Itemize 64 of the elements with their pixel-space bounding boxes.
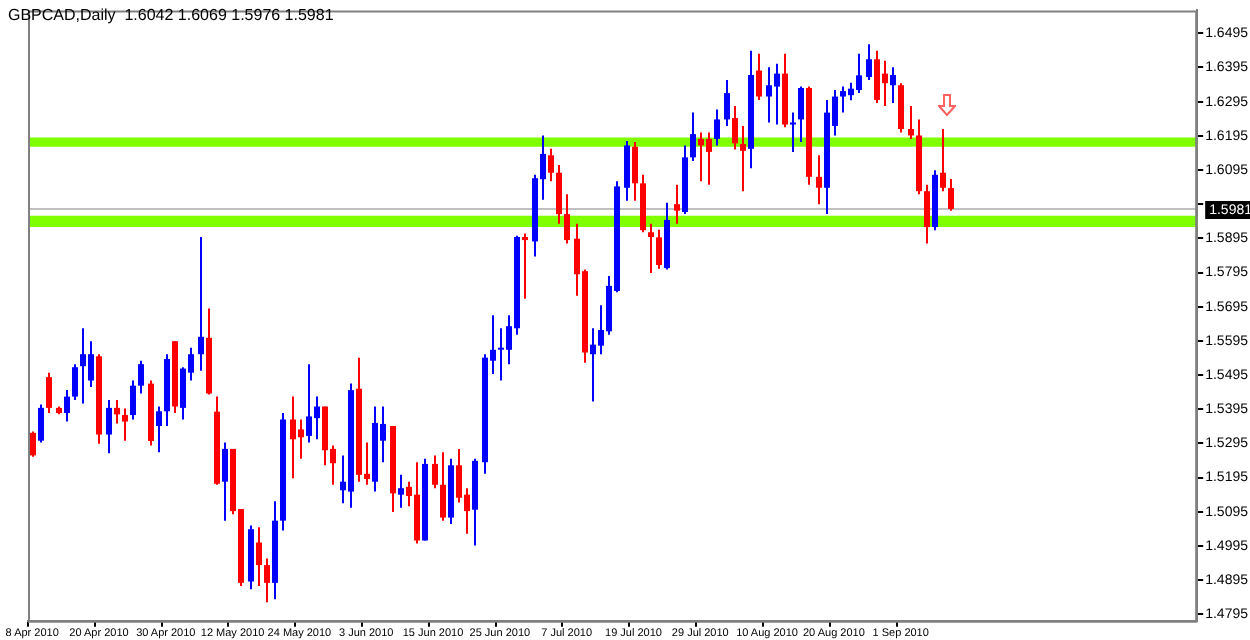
candlestick (706, 131, 712, 186)
candlestick (740, 124, 746, 193)
candlestick (198, 235, 204, 372)
candlestick (648, 222, 654, 274)
candlestick (72, 363, 78, 402)
candlestick (690, 111, 696, 163)
candlestick (948, 177, 954, 212)
candlestick (640, 173, 646, 234)
candlestick (130, 379, 136, 421)
candlestick (30, 430, 36, 458)
candlestick (106, 399, 112, 455)
candlestick (264, 557, 270, 604)
candlestick (46, 371, 52, 414)
candlestick (656, 228, 662, 270)
candlestick (548, 147, 554, 183)
candlestick (756, 52, 762, 101)
candlestick (840, 85, 846, 114)
candlestick (414, 461, 420, 545)
candlestick (222, 441, 228, 522)
candlestick (256, 526, 262, 587)
candlestick (290, 395, 296, 480)
candlestick (924, 183, 930, 245)
candlestick (138, 359, 144, 395)
candlestick (766, 66, 772, 124)
candlestick (38, 403, 44, 444)
candlestick (456, 447, 462, 504)
candlestick (440, 451, 446, 522)
candlestick (432, 454, 438, 490)
candlestick (298, 418, 304, 460)
candlestick (790, 111, 796, 153)
candlestick (88, 340, 94, 389)
candlestick (156, 405, 162, 454)
candlestick (122, 407, 128, 442)
candlestick (724, 79, 730, 127)
candlestick (714, 108, 720, 147)
candlestick (64, 389, 70, 423)
candlestick (80, 327, 86, 405)
candlestick (882, 59, 888, 108)
candlestick (114, 399, 120, 425)
candlestick (322, 405, 328, 467)
candlestick (632, 140, 638, 202)
candlestick (674, 183, 680, 225)
candlestick (564, 193, 570, 245)
chart-title: GBPCAD,Daily 1.6042 1.6069 1.5976 1.5981 (8, 6, 334, 24)
candlestick (890, 66, 896, 105)
candlestick (908, 105, 914, 140)
candlestick (774, 62, 780, 126)
candlestick (556, 163, 562, 225)
candlestick (522, 232, 528, 300)
candlestick (698, 131, 704, 183)
candlestick (940, 127, 946, 193)
candlestick (314, 395, 320, 441)
candlestick (874, 49, 880, 105)
candlestick (306, 363, 312, 444)
candlestick (798, 85, 804, 143)
candlestick (590, 327, 596, 403)
candlestick (856, 52, 862, 95)
candlestick (498, 327, 504, 382)
candlestick (732, 105, 738, 151)
candlestick (898, 82, 904, 134)
candlestick (866, 43, 872, 82)
candlestick (624, 139, 630, 202)
candlestick (816, 154, 822, 206)
candlestick (398, 473, 404, 509)
